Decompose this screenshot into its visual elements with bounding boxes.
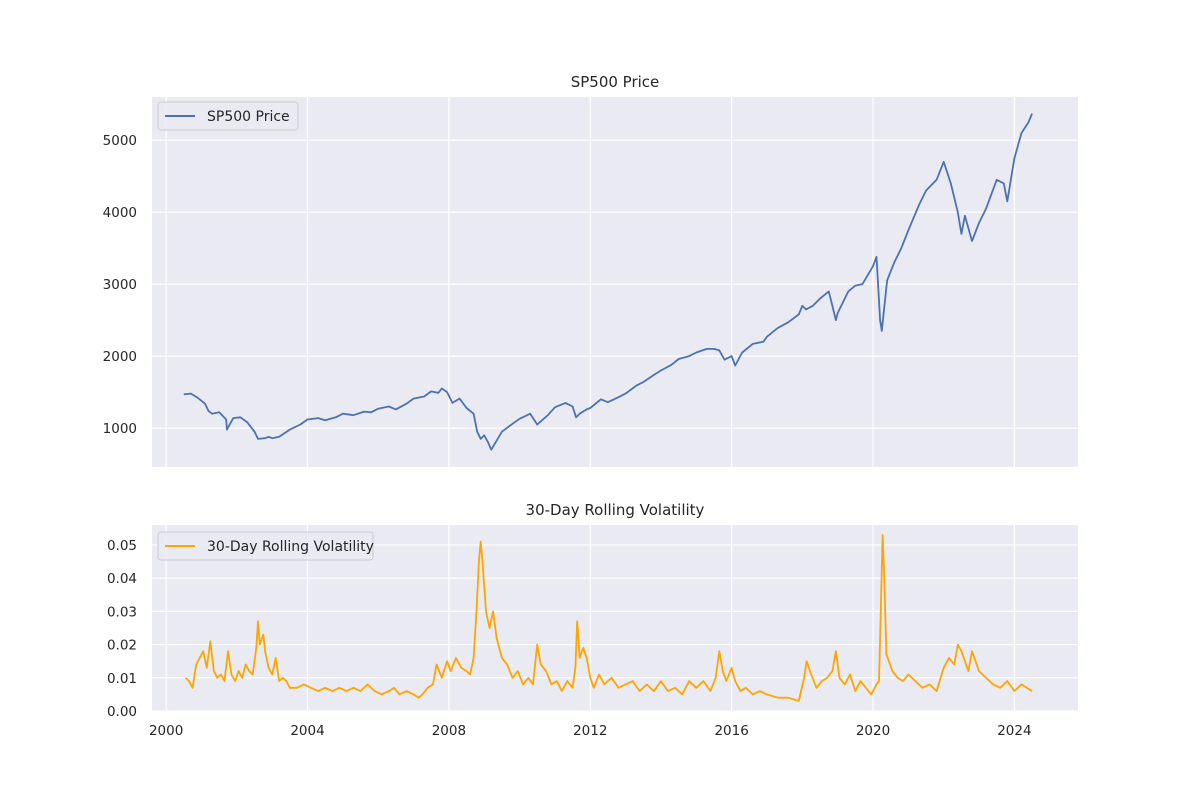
volatility-x-tick-label: 2008 [432, 723, 466, 739]
price-panel: SP500 Price 1000 2000 3000 4000 5000 SP500 P… [103, 73, 1078, 467]
volatility-x-ticks: 2000 2004 2008 2012 2016 2020 2024 [149, 723, 1032, 739]
price-y-tick-label: 2000 [103, 349, 137, 365]
price-series [183, 113, 1033, 451]
price-plot-area [152, 97, 1078, 467]
price-chart-title: SP500 Price [571, 73, 660, 91]
price-y-tick-label: 4000 [103, 205, 137, 221]
volatility-x-tick-label: 2024 [997, 723, 1031, 739]
volatility-chart-title: 30-Day Rolling Volatility [526, 501, 705, 519]
price-y-tick-label: 1000 [103, 421, 137, 437]
volatility-y-tick-label: 0.01 [107, 671, 137, 687]
price-legend-label: SP500 Price [207, 109, 290, 125]
volatility-x-tick-label: 2020 [856, 723, 890, 739]
volatility-panel: 30-Day Rolling Volatility 0.000.010.020.… [107, 501, 1078, 739]
volatility-x-tick-label: 2000 [149, 723, 183, 739]
volatility-x-tick-label: 2004 [290, 723, 324, 739]
volatility-y-tick-label: 0.04 [107, 571, 137, 587]
volatility-legend-box [157, 531, 374, 561]
volatility-y-tick-label: 0.00 [107, 704, 137, 720]
volatility-x-tick-label: 2016 [714, 723, 748, 739]
price-y-tick-label: 3000 [103, 277, 137, 293]
volatility-y-tick-label: 0.05 [107, 538, 137, 554]
volatility-legend-label: 30-Day Rolling Volatility [207, 539, 374, 555]
volatility-gridlines [152, 525, 1078, 712]
volatility-y-tick-label: 0.02 [107, 638, 137, 654]
volatility-x-tick-label: 2012 [573, 723, 607, 739]
price-y-ticks: 1000 2000 3000 4000 5000 [103, 133, 137, 437]
volatility-legend: 30-Day Rolling Volatility [157, 531, 374, 561]
volatility-y-tick-label: 0.03 [107, 604, 137, 620]
volatility-series [184, 534, 1033, 702]
volatility-series-line-0 [184, 534, 1033, 702]
price-legend: SP500 Price [157, 101, 299, 131]
price-series-line-0 [183, 113, 1033, 451]
volatility-y-ticks: 0.00 0.01 0.02 0.03 0.04 0.05 [107, 538, 137, 720]
price-legend-box [157, 101, 299, 131]
price-y-tick-label: 5000 [103, 133, 137, 149]
